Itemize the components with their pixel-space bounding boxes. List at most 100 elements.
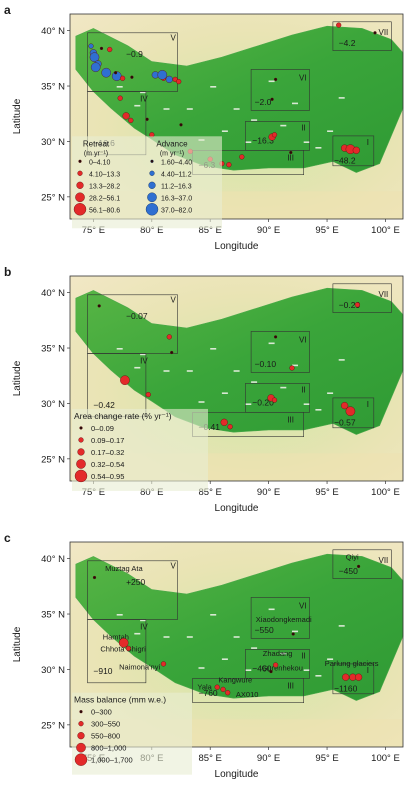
snow-patch: [163, 636, 170, 638]
snow-patch: [140, 353, 147, 356]
glacier-marker: [220, 418, 228, 426]
region-value-VII: −450: [339, 566, 358, 576]
glacier-marker: [160, 661, 167, 667]
snow-patch: [233, 370, 240, 372]
glacier-marker: [128, 117, 134, 124]
snow-patch: [268, 80, 275, 83]
glacier-marker: [373, 31, 377, 35]
legend-title: Mass balance (mm w.e.): [74, 695, 166, 705]
glacier-marker: [125, 645, 131, 652]
snow-patch: [303, 141, 310, 143]
region-value-I: −0.57: [334, 418, 356, 428]
snow-patch: [198, 401, 205, 403]
legend-label: 0–300: [91, 708, 112, 717]
glacier-name-label: Chhota Shigri: [100, 645, 146, 654]
glacier-marker: [226, 162, 232, 168]
legend-label-retreat: 4.10–13.3: [89, 171, 120, 178]
region-value-I: −48.2: [334, 156, 356, 166]
region-box-III: [192, 677, 304, 703]
region-value-III: −760: [199, 688, 218, 698]
x-tick-label: 85° E: [199, 753, 222, 764]
legend-marker-retreat: [77, 170, 83, 176]
x-tick-label: 75° E: [82, 487, 105, 498]
region-value-V: −0.9: [126, 49, 143, 59]
glacier-marker: [352, 146, 360, 154]
x-tick-label: 95° E: [315, 487, 338, 498]
x-tick-label: 85° E: [199, 487, 222, 498]
legend-title-retreat: Retreat: [83, 139, 110, 148]
legend: Retreat (m yr⁻¹) Advance (m yr⁻¹) 0–4.10 4.10…: [72, 136, 222, 229]
glacier-marker: [89, 52, 100, 63]
x-axis-label: Longitude: [215, 503, 259, 514]
legend-label-advance: 1.60–4.40: [161, 159, 192, 166]
region-box-I: [332, 397, 375, 429]
region-value-V: −0.07: [126, 311, 148, 321]
region-box-VI: [250, 597, 310, 639]
y-tick-label: 35° N: [41, 610, 65, 621]
glacier-marker: [357, 564, 361, 568]
glacier-marker: [271, 132, 278, 138]
glacier-marker: [165, 75, 173, 84]
region-label-III: III: [287, 153, 294, 162]
y-tick-label: 35° N: [41, 82, 65, 93]
glacier-marker: [355, 673, 363, 681]
snow-patch: [251, 381, 258, 383]
region-label-IV: IV: [140, 95, 148, 104]
region-value-II: −460: [252, 664, 271, 674]
glacier-name-label: Hamtah: [103, 633, 129, 642]
legend-marker-advance: [145, 203, 159, 216]
snow-patch: [163, 108, 170, 110]
region-label-V: V: [171, 296, 177, 305]
y-axis-label: Latitude: [12, 360, 23, 396]
snow-patch: [233, 108, 240, 110]
region-box-I: [332, 663, 375, 695]
x-tick-label: 75° E: [82, 225, 105, 236]
tibetan-plateau-area: [75, 287, 404, 435]
glacier-name-label: Kangwure: [218, 676, 252, 685]
panel-letter: b: [4, 265, 11, 279]
legend-label: 0.17–0.32: [91, 448, 124, 457]
glacier-marker: [214, 684, 220, 690]
glacier-marker: [341, 402, 349, 410]
region-label-II: II: [301, 651, 305, 660]
glacier-marker: [92, 575, 97, 580]
region-value-IV: −910: [93, 666, 112, 676]
glacier-marker: [101, 67, 111, 78]
plot-frame: [69, 13, 404, 220]
snow-patch: [116, 348, 123, 350]
glacier-marker: [97, 304, 101, 308]
y-tick-label: 30° N: [41, 399, 65, 410]
snow-patch: [245, 141, 252, 143]
legend-label: 550–800: [91, 732, 120, 741]
x-axis-label: Longitude: [215, 241, 259, 252]
snow-patch: [303, 403, 310, 405]
snow-patch: [245, 669, 252, 671]
legend-marker: [77, 448, 85, 456]
snow-patch: [280, 124, 287, 127]
region-label-III: III: [287, 415, 294, 424]
snow-patch: [186, 636, 193, 638]
glacier-name-label: Qiyi: [346, 553, 359, 562]
glacier-marker: [166, 334, 172, 340]
y-tick-label: 25° N: [41, 192, 65, 203]
snow-patch: [186, 370, 193, 372]
glacier-name-label: Yala: [197, 682, 212, 691]
snow-patch: [327, 392, 334, 394]
legend-label: 0–0.09: [91, 424, 114, 433]
glacier-marker: [179, 123, 183, 127]
legend-label-advance: 4.40–11.2: [161, 171, 192, 178]
region-value-VII: −0.29: [339, 300, 361, 310]
glacier-name-label: AX010: [236, 690, 259, 699]
snow-patch: [315, 147, 322, 149]
y-tick-label: 30° N: [41, 665, 65, 676]
region-label-VII: VII: [379, 556, 389, 565]
x-axis-label: Longitude: [215, 769, 259, 780]
region-label-V: V: [171, 562, 177, 571]
glacier-marker: [113, 71, 118, 75]
region-box-IV: [87, 619, 147, 684]
y-tick-label: 40° N: [41, 288, 65, 299]
snow-patch: [186, 108, 193, 110]
legend-marker: [79, 426, 83, 430]
